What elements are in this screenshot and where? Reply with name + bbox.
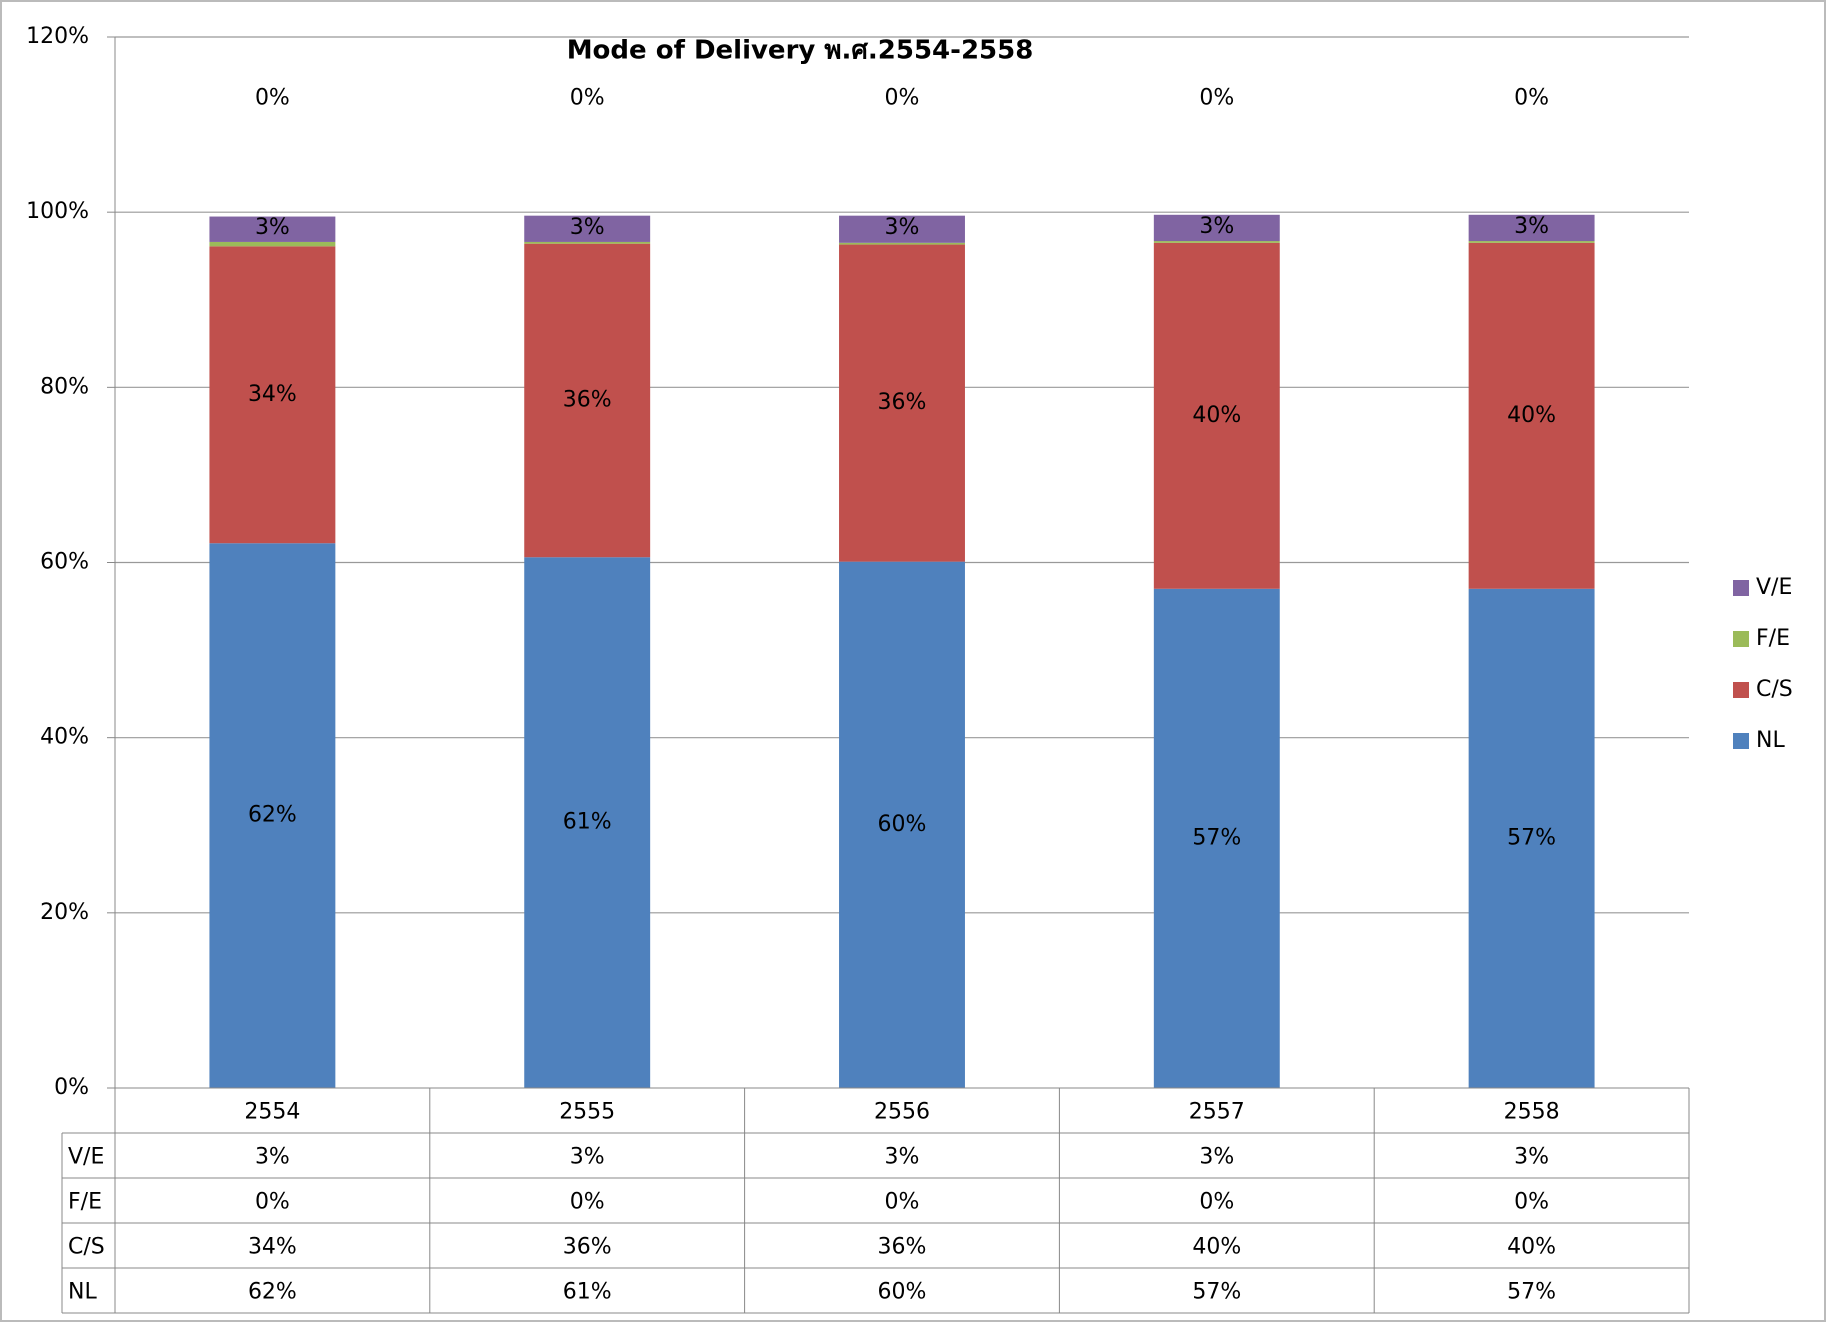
- legend-label: V/E: [1756, 575, 1792, 600]
- table-cell: 36%: [563, 1235, 612, 1260]
- table-cell: 0%: [1514, 1190, 1549, 1215]
- data-label: 36%: [563, 387, 612, 412]
- y-tick-label: 100%: [26, 199, 89, 224]
- x-tick-label: 2556: [874, 1100, 930, 1125]
- bar-segment: [1468, 214, 1595, 242]
- table-cell: 3%: [1514, 1145, 1549, 1170]
- data-label: 0%: [255, 85, 290, 110]
- table-cell: 40%: [1507, 1235, 1556, 1260]
- y-tick-label: 80%: [40, 374, 89, 399]
- table-row-label: V/E: [68, 1145, 104, 1170]
- legend-swatch: [1733, 580, 1749, 596]
- data-label: 0%: [570, 85, 605, 110]
- bar-segment: [1468, 588, 1595, 1088]
- data-label: 40%: [1507, 403, 1556, 428]
- bar-segment: [1153, 214, 1280, 242]
- table-cell: 3%: [885, 1145, 920, 1170]
- bar-segment: [524, 557, 651, 1088]
- data-label: 60%: [878, 812, 927, 837]
- table-cell: 0%: [570, 1190, 605, 1215]
- legend-swatch: [1733, 682, 1749, 698]
- y-tick-label: 20%: [40, 900, 89, 925]
- x-tick-label: 2557: [1189, 1100, 1245, 1125]
- legend-label: F/E: [1756, 626, 1790, 651]
- bar-segment: [209, 246, 336, 544]
- data-label: 0%: [1514, 85, 1549, 110]
- bar-segment: [839, 215, 965, 243]
- chart-title: Mode of Delivery พ.ศ.2554-2558: [567, 36, 1034, 66]
- bar-segment: [524, 241, 651, 244]
- y-tick-label: 120%: [26, 24, 89, 49]
- table-row-label: NL: [68, 1280, 97, 1305]
- table-cell: 57%: [1192, 1280, 1241, 1305]
- table-cell: 34%: [248, 1235, 297, 1260]
- table-cell: 0%: [1199, 1190, 1234, 1215]
- data-label: 34%: [248, 382, 297, 407]
- y-tick-label: 60%: [40, 550, 89, 575]
- table-cell: 40%: [1192, 1235, 1241, 1260]
- data-label: 36%: [878, 390, 927, 415]
- legend-label: C/S: [1756, 677, 1793, 702]
- data-label: 3%: [885, 215, 920, 240]
- x-tick-label: 2554: [244, 1100, 300, 1125]
- bar-segment: [1468, 242, 1595, 589]
- table-cell: 61%: [563, 1280, 612, 1305]
- table-cell: 0%: [255, 1190, 290, 1215]
- data-label: 61%: [563, 810, 612, 835]
- bar-segment: [1153, 241, 1280, 243]
- table-cell: 60%: [878, 1280, 927, 1305]
- bar-segment: [1153, 588, 1280, 1088]
- legend-swatch: [1733, 733, 1749, 749]
- table-cell: 3%: [255, 1145, 290, 1170]
- bar-segment: [1468, 241, 1595, 243]
- bar-segment: [209, 543, 336, 1088]
- bar-segment: [524, 243, 651, 558]
- table-cell: 57%: [1507, 1280, 1556, 1305]
- table-cell: 0%: [885, 1190, 920, 1215]
- bar-segment: [209, 216, 336, 242]
- bar-segment: [1153, 242, 1280, 589]
- table-row-label: F/E: [68, 1190, 102, 1215]
- data-label: 40%: [1192, 403, 1241, 428]
- data-label: 57%: [1507, 825, 1556, 850]
- data-label: 0%: [885, 85, 920, 110]
- data-label: 57%: [1192, 825, 1241, 850]
- legend-label: NL: [1756, 728, 1785, 753]
- data-label: 0%: [1199, 85, 1234, 110]
- data-label: 3%: [570, 215, 605, 240]
- bar-segment: [839, 561, 965, 1088]
- bar-segment: [524, 215, 651, 242]
- y-tick-label: 0%: [54, 1075, 89, 1100]
- table-row-label: C/S: [68, 1235, 105, 1260]
- bar-segment: [839, 244, 965, 562]
- table-cell: 3%: [570, 1145, 605, 1170]
- x-tick-label: 2558: [1504, 1100, 1560, 1125]
- legend-swatch: [1733, 631, 1749, 647]
- data-label: 3%: [255, 215, 290, 240]
- data-label: 62%: [248, 803, 297, 828]
- data-label: 3%: [1514, 214, 1549, 239]
- bar-segment: [839, 242, 965, 245]
- data-label: 3%: [1199, 214, 1234, 239]
- bar-segment: [209, 241, 336, 247]
- x-tick-label: 2555: [559, 1100, 615, 1125]
- table-cell: 62%: [248, 1280, 297, 1305]
- table-cell: 36%: [878, 1235, 927, 1260]
- y-tick-label: 40%: [40, 725, 89, 750]
- table-cell: 3%: [1199, 1145, 1234, 1170]
